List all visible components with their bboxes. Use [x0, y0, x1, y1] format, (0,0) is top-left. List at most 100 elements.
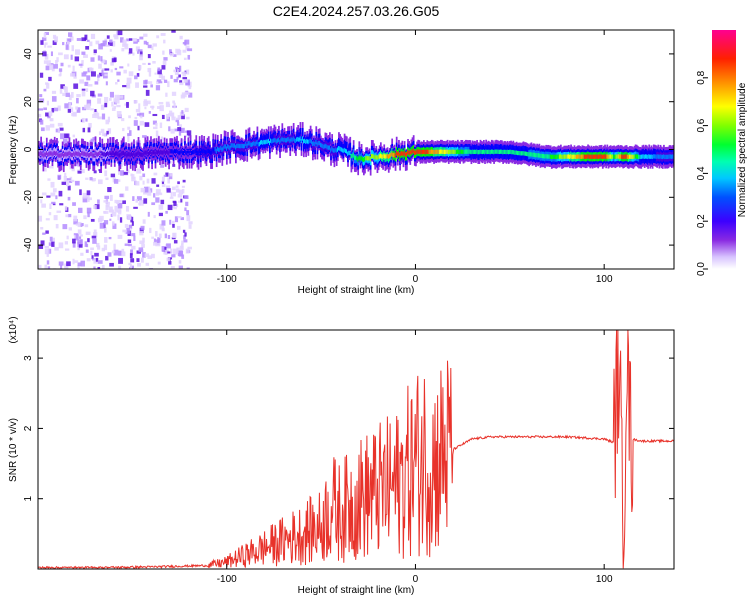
spectrogram-speckle	[171, 254, 176, 258]
spectrogram-ridge-cell	[576, 154, 579, 159]
spectrogram-speckle	[90, 250, 93, 256]
spectrogram-ridge-cell	[532, 152, 535, 157]
spectrogram-speckle	[139, 54, 143, 61]
spectrogram-speckle	[115, 99, 120, 104]
spectrogram-ridge-cell	[241, 143, 244, 149]
spectrogram-ridge-cell	[359, 156, 362, 161]
spectrogram-speckle	[111, 156, 115, 163]
spectrogram-speckle	[139, 51, 143, 57]
spectrogram-speckle	[161, 180, 165, 184]
spectrogram-ridge-cell	[379, 153, 382, 158]
spectrogram-speckle	[185, 201, 189, 207]
spectrogram-ridge-cell	[638, 154, 640, 160]
spectrogram-ridge-cell	[98, 151, 100, 157]
spectrogram-speckle	[156, 35, 160, 39]
spectrogram-speckle	[97, 74, 101, 78]
spectrogram-speckle	[169, 110, 173, 116]
spectrogram-speckle	[151, 253, 155, 259]
spectrogram-speckle	[106, 204, 110, 208]
spectrogram-speckle	[137, 125, 140, 131]
spectrogram-ridge-cell	[351, 153, 354, 159]
spectrogram-speckle	[182, 179, 186, 183]
spectrogram-speckle	[155, 122, 158, 127]
spectrogram-speckle	[108, 98, 112, 101]
spectrogram-speckle	[181, 240, 184, 245]
spectrogram-ridge-cell	[506, 149, 509, 155]
spectrogram-speckle	[89, 177, 93, 181]
spectrogram-speckle	[107, 187, 112, 193]
spectrogram-speckle	[105, 204, 109, 211]
spectrogram-speckle	[143, 85, 148, 88]
spectrogram-speckle	[121, 248, 125, 253]
colorbar-tick-label: 0.0	[696, 262, 707, 276]
spectrogram-speckle	[137, 262, 141, 267]
spectrogram-ridge-cell	[520, 151, 523, 156]
spectrogram-ridge-cell	[582, 154, 585, 159]
spectrogram-ridge-cell	[422, 149, 425, 154]
spectrogram-speckle	[103, 200, 108, 203]
spectrogram-ridge-cell	[222, 146, 225, 151]
spectrogram-ridge-cell	[273, 137, 276, 143]
snr-frame	[37, 329, 675, 570]
spectrogram-ridge-cell	[281, 136, 284, 142]
spectrogram-ridge-cell	[411, 149, 414, 154]
spectrogram-ridge-cell	[319, 142, 322, 147]
spectrogram-speckle	[136, 168, 142, 174]
spectrogram-speckle	[155, 242, 161, 247]
spectrogram-ridge-cell	[116, 151, 118, 156]
spectrogram-ridge-cell	[381, 154, 383, 159]
spectrogram-ridge-cell	[168, 151, 170, 156]
spectrogram-ridge-cell	[263, 139, 266, 145]
spectrogram-speckle	[116, 71, 121, 76]
spectrogram-ridge-cell	[634, 154, 637, 159]
spectrogram-ridge-cell	[476, 149, 478, 154]
spectrogram-speckle	[165, 210, 168, 214]
spectrogram-speckle	[86, 207, 92, 214]
spectrogram-speckle	[171, 91, 177, 96]
spectrogram-speckle	[40, 227, 44, 230]
spectrogram-speckle	[186, 215, 191, 222]
spectrogram-ridge-cell	[119, 152, 122, 158]
spectrogram-speckle	[133, 41, 138, 44]
spectrogram-ridge-cell	[614, 154, 617, 159]
spectrogram-ridge-cell	[301, 136, 304, 141]
spectrogram-ridge-cell	[378, 154, 381, 159]
spectrogram-speckle	[177, 194, 183, 198]
spectrogram-speckle	[72, 242, 76, 248]
spectrogram-ridge-cell	[449, 149, 451, 154]
spectrogram-speckle	[136, 73, 140, 77]
colorbar-tick-label: 0.6	[696, 118, 707, 132]
spectrogram-ridge-cell	[323, 144, 326, 149]
spectrogram-ridge-cell	[49, 151, 52, 156]
spectrogram-ridge-cell	[57, 152, 59, 157]
spectrogram-ridge-cell	[494, 149, 497, 154]
spectrogram-ridge-cell	[288, 137, 290, 142]
spectrogram-ridge-cell	[464, 149, 467, 154]
spectrogram-ridge-cell	[516, 150, 519, 156]
spectrogram-ridge-cell	[660, 154, 663, 159]
spectrogram-ridge-cell	[332, 147, 335, 153]
spectrogram-ridge-cell	[184, 148, 186, 153]
y-tick-label: 40	[23, 48, 34, 60]
spectrogram-speckle	[83, 54, 88, 58]
spectrogram-ridge-cell	[603, 154, 605, 159]
spectrogram-ridge-cell	[178, 151, 181, 156]
spectrogram-ridge-cell	[180, 149, 183, 154]
spectrogram-speckle	[67, 38, 72, 43]
spectrogram-speckle	[123, 171, 128, 175]
spectrogram-speckle	[40, 40, 44, 45]
spectrogram-speckle	[137, 65, 142, 70]
spectrogram-speckle	[147, 190, 152, 196]
spectrogram-speckle	[83, 215, 87, 220]
spectrogram-speckle	[169, 52, 174, 57]
spectrogram-speckle	[104, 236, 108, 243]
spectrogram-speckle	[94, 252, 99, 257]
spectrogram-ridge-cell	[404, 152, 407, 157]
spectrogram-speckle	[120, 170, 125, 176]
spectrogram-ridge-cell	[47, 152, 49, 157]
spectrogram-speckle	[151, 236, 154, 239]
spectrogram-ridge-cell	[653, 154, 656, 159]
spectrogram-speckle	[77, 170, 82, 174]
spectrogram-ridge-cell	[331, 146, 334, 151]
spectrogram-ridge-cell	[588, 154, 591, 159]
